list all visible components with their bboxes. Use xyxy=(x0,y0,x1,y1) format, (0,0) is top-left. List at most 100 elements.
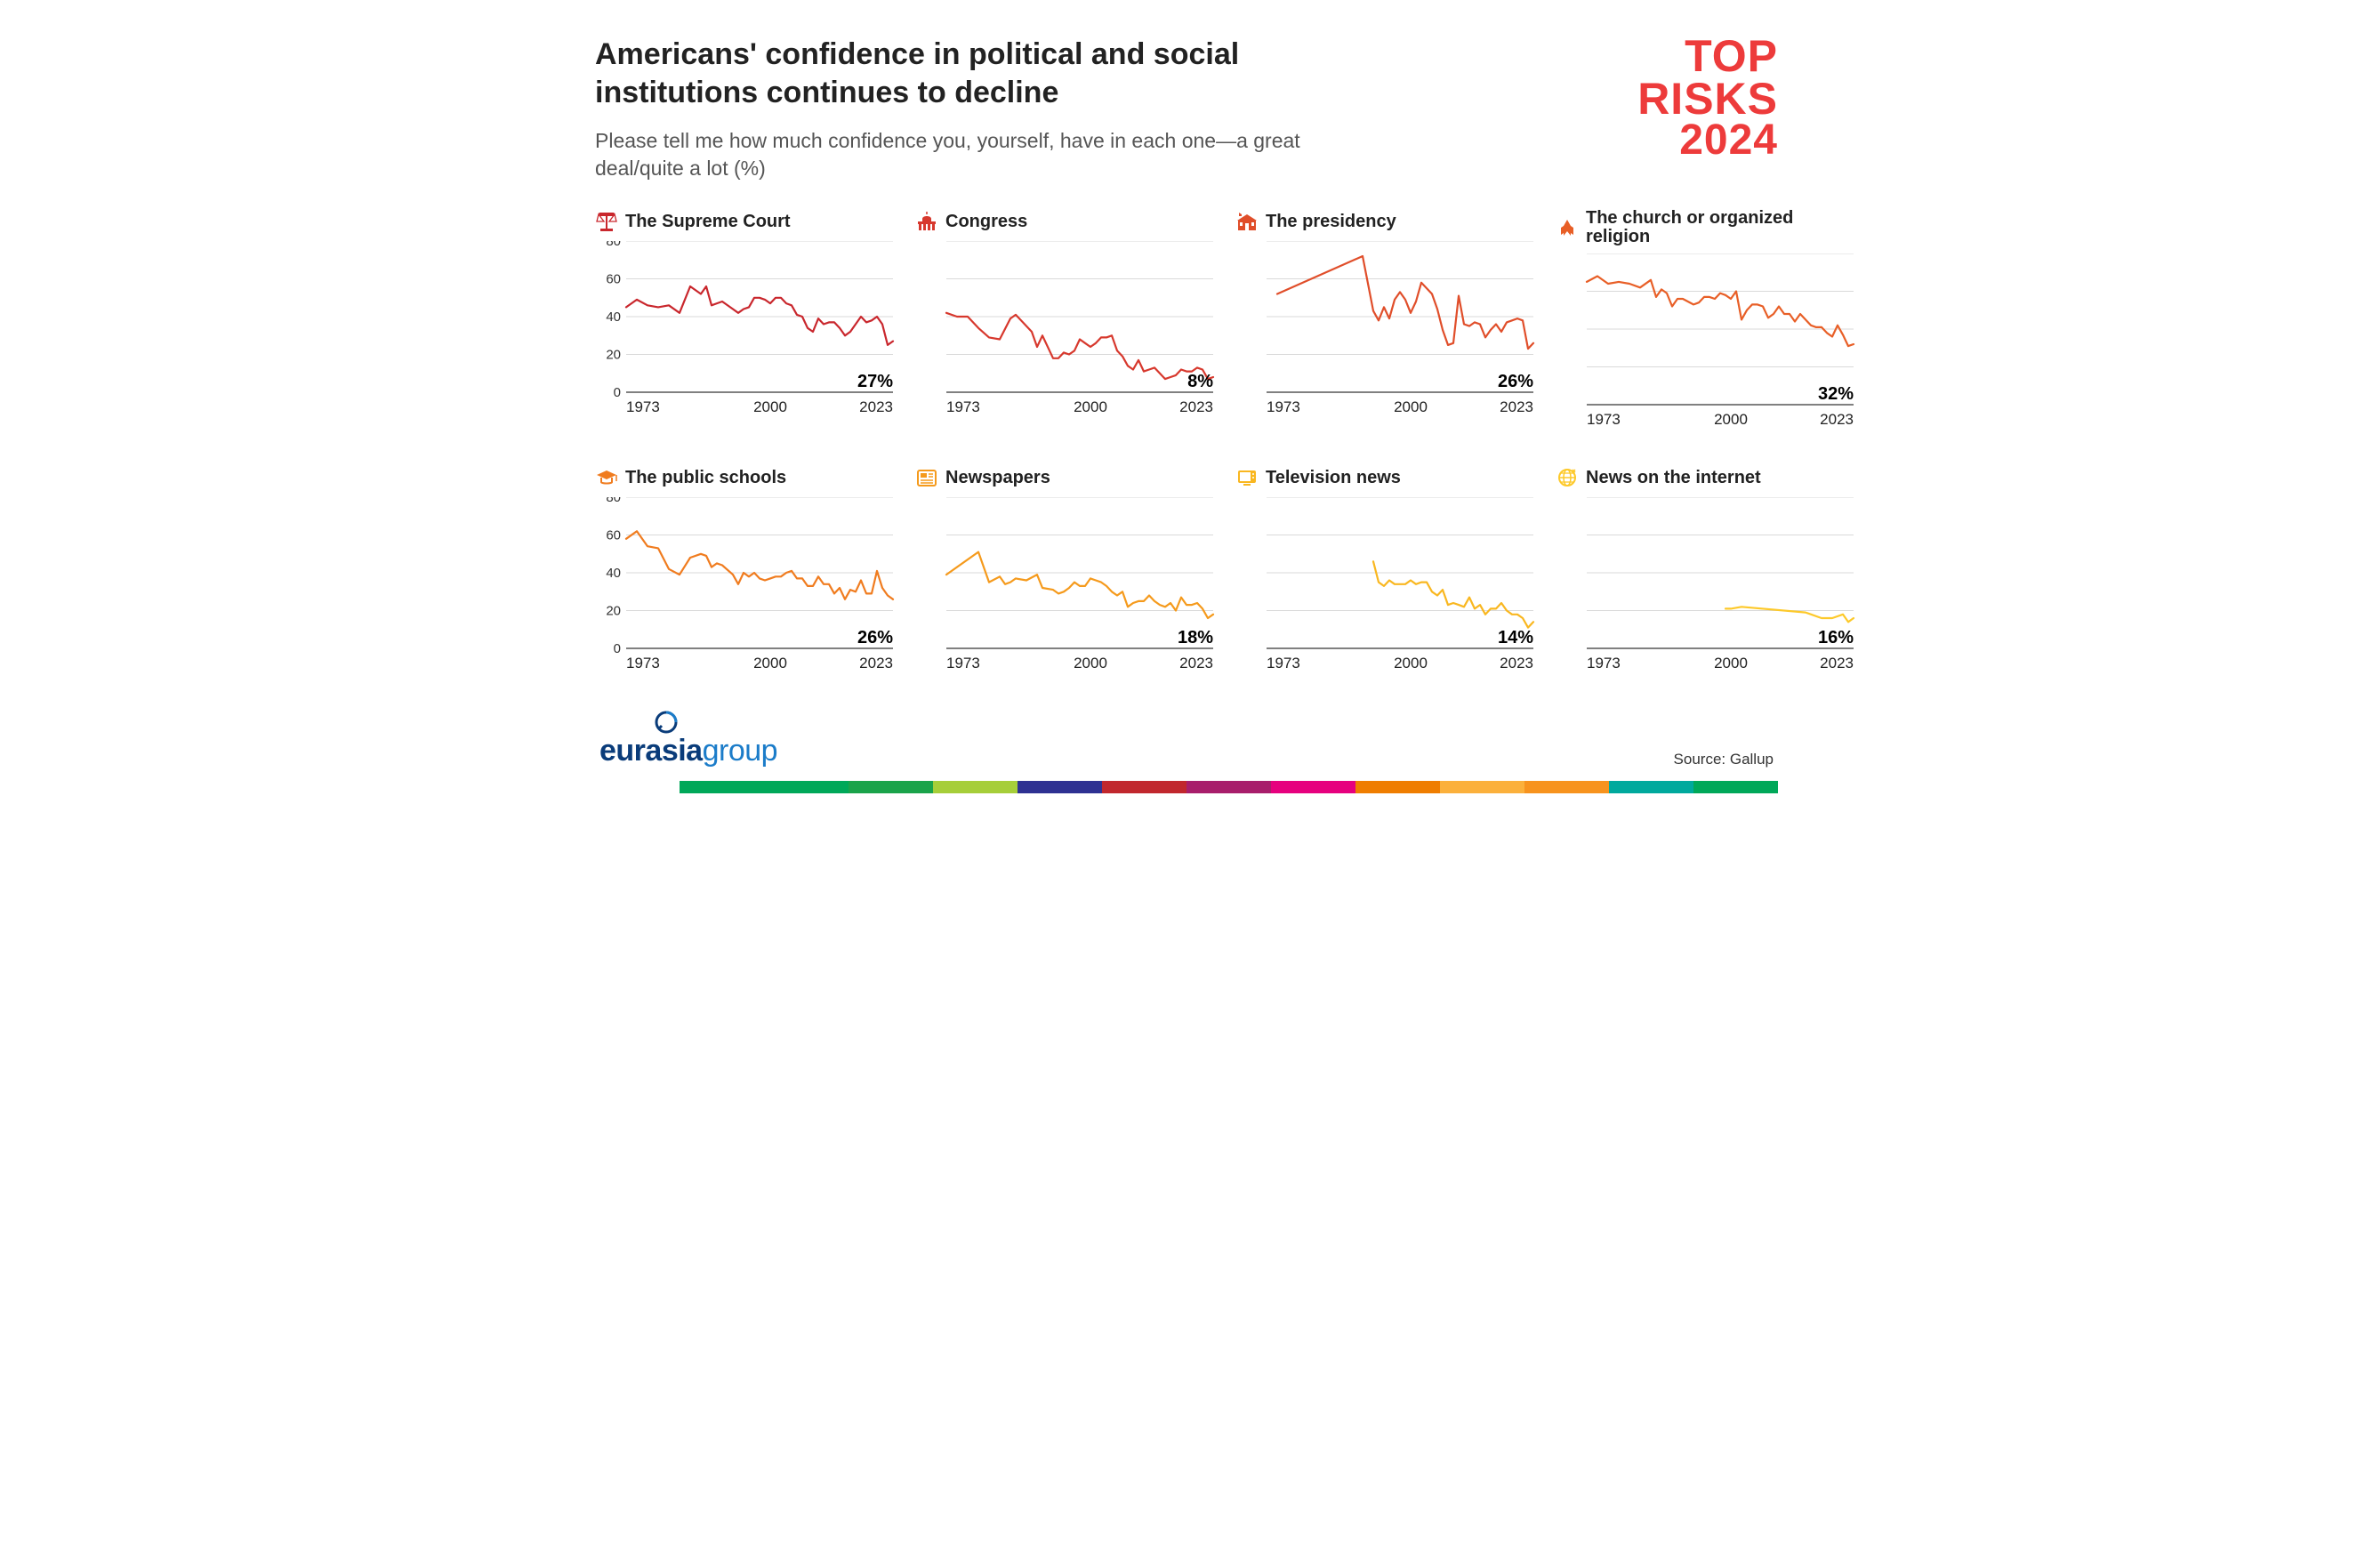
svg-text:1973: 1973 xyxy=(1587,411,1621,428)
eurasia-logo: eurasiagroup xyxy=(599,709,777,768)
brand-line2: RISKS xyxy=(1637,78,1778,121)
footer-row: eurasiagroup Source: Gallup xyxy=(595,709,1778,777)
panel-title-public-schools: The public schools xyxy=(595,465,897,490)
rainbow-bar xyxy=(595,781,1778,793)
panel-tv-news: Television news 1973 2000 2023 14% xyxy=(1235,465,1538,678)
brand-line1: TOP xyxy=(1637,36,1778,78)
rainbow-segment xyxy=(1693,781,1778,793)
svg-text:60: 60 xyxy=(606,272,621,287)
brand-year: 2024 xyxy=(1637,120,1778,161)
panel-presidency: The presidency 1973 2000 2023 26% xyxy=(1235,209,1538,434)
page-subtitle: Please tell me how much confidence you, … xyxy=(595,127,1324,182)
svg-text:40: 40 xyxy=(606,566,621,581)
svg-text:2000: 2000 xyxy=(753,398,787,415)
rainbow-segment xyxy=(1524,781,1609,793)
panel-title-church: The church or organized religion xyxy=(1556,209,1858,246)
panel-public-schools: The public schools 020406080197320002023… xyxy=(595,465,897,678)
svg-text:1973: 1973 xyxy=(626,655,660,671)
panel-newspapers: Newspapers 19732000202318% xyxy=(915,465,1218,678)
rainbow-segment xyxy=(1186,781,1271,793)
page-container: Americans' confidence in political and s… xyxy=(533,0,1840,793)
panel-title-text-supreme-court: The Supreme Court xyxy=(625,213,791,231)
panel-title-presidency: The presidency xyxy=(1235,209,1538,234)
svg-text:14%: 14% xyxy=(1498,628,1533,647)
svg-text:60: 60 xyxy=(606,528,621,543)
top-risks-badge: TOP RISKS 2024 xyxy=(1637,36,1778,161)
svg-text:8%: 8% xyxy=(1187,372,1213,391)
svg-text:2000: 2000 xyxy=(1394,655,1428,671)
panel-congress: Congress 1973 2000 2023 8% xyxy=(915,209,1218,434)
svg-text:80: 80 xyxy=(606,241,621,249)
eurasia-light: group xyxy=(703,734,777,768)
rainbow-segment xyxy=(1271,781,1355,793)
chart-svg-internet-news: 19732000202316% xyxy=(1556,497,1858,673)
whitehouse-icon xyxy=(1235,211,1259,232)
chart-svg-newspapers: 19732000202318% xyxy=(915,497,1218,673)
rainbow-segment xyxy=(849,781,933,793)
svg-text:2000: 2000 xyxy=(1394,398,1428,415)
svg-text:1973: 1973 xyxy=(626,398,660,415)
chart-svg-tv-news: 1973 2000 2023 14% xyxy=(1235,497,1538,673)
svg-text:26%: 26% xyxy=(857,628,893,647)
svg-text:2000: 2000 xyxy=(1074,398,1107,415)
svg-text:2023: 2023 xyxy=(1500,398,1533,415)
svg-text:26%: 26% xyxy=(1498,372,1533,391)
svg-text:40: 40 xyxy=(606,310,621,325)
page-title: Americans' confidence in political and s… xyxy=(595,36,1396,111)
panel-title-text-congress: Congress xyxy=(945,213,1027,231)
svg-text:2023: 2023 xyxy=(1179,655,1213,671)
rainbow-segment xyxy=(1440,781,1524,793)
panel-title-text-public-schools: The public schools xyxy=(625,469,786,487)
svg-text:1973: 1973 xyxy=(946,655,980,671)
panel-title-text-tv-news: Television news xyxy=(1266,469,1401,487)
svg-text:1973: 1973 xyxy=(946,398,980,415)
svg-text:20: 20 xyxy=(606,604,621,619)
panel-title-text-internet-news: News on the internet xyxy=(1586,469,1761,487)
svg-text:16%: 16% xyxy=(1818,628,1854,647)
rainbow-segment xyxy=(764,781,849,793)
panel-supreme-court: The Supreme Court 0204060801973200020232… xyxy=(595,209,897,434)
svg-text:2000: 2000 xyxy=(1714,411,1748,428)
panel-title-newspapers: Newspapers xyxy=(915,465,1218,490)
title-block: Americans' confidence in political and s… xyxy=(595,36,1396,182)
svg-text:1973: 1973 xyxy=(1267,398,1300,415)
eurasia-bold: eurasia xyxy=(599,734,703,768)
chart-svg-presidency: 1973 2000 2023 26% xyxy=(1235,241,1538,417)
svg-text:2023: 2023 xyxy=(859,398,893,415)
svg-text:2023: 2023 xyxy=(1179,398,1213,415)
panel-church: The church or organized religion 1973 200… xyxy=(1556,209,1858,434)
eurasia-text: eurasiagroup xyxy=(599,734,777,768)
svg-text:1973: 1973 xyxy=(1267,655,1300,671)
rainbow-segment xyxy=(1018,781,1102,793)
svg-text:0: 0 xyxy=(614,385,621,400)
svg-text:2023: 2023 xyxy=(1820,655,1854,671)
svg-text:2023: 2023 xyxy=(1820,411,1854,428)
svg-text:0: 0 xyxy=(614,641,621,656)
panel-internet-news: News on the internet 19732000202316% xyxy=(1556,465,1858,678)
svg-text:2000: 2000 xyxy=(1074,655,1107,671)
panel-title-text-presidency: The presidency xyxy=(1266,213,1396,231)
chart-grid: The Supreme Court 0 20 40 60 80 1973 2000 2023 2… xyxy=(595,209,1778,678)
rainbow-segment xyxy=(1609,781,1693,793)
globe-icon xyxy=(1556,467,1579,488)
panel-title-text-church: The church or organized religion xyxy=(1586,209,1858,246)
panel-title-text-newspapers: Newspapers xyxy=(945,469,1050,487)
tv-icon xyxy=(1235,467,1259,488)
panel-title-congress: Congress xyxy=(915,209,1218,234)
hands-icon xyxy=(1556,217,1579,238)
svg-text:2023: 2023 xyxy=(1500,655,1533,671)
eurasia-swirl-icon xyxy=(653,709,680,736)
svg-text:2023: 2023 xyxy=(859,655,893,671)
scales-icon xyxy=(595,211,618,232)
rainbow-segment xyxy=(680,781,764,793)
chart-svg-supreme-court: 02040608019732000202327% xyxy=(595,241,897,417)
svg-text:32%: 32% xyxy=(1818,384,1854,404)
gradcap-icon xyxy=(595,467,618,488)
svg-text:2000: 2000 xyxy=(753,655,787,671)
svg-text:20: 20 xyxy=(606,348,621,363)
rainbow-segment xyxy=(933,781,1018,793)
chart-svg-public-schools: 02040608019732000202326% xyxy=(595,497,897,673)
chart-svg-congress: 1973 2000 2023 8% xyxy=(915,241,1218,417)
header-row: Americans' confidence in political and s… xyxy=(595,36,1778,182)
rainbow-segment xyxy=(1102,781,1186,793)
